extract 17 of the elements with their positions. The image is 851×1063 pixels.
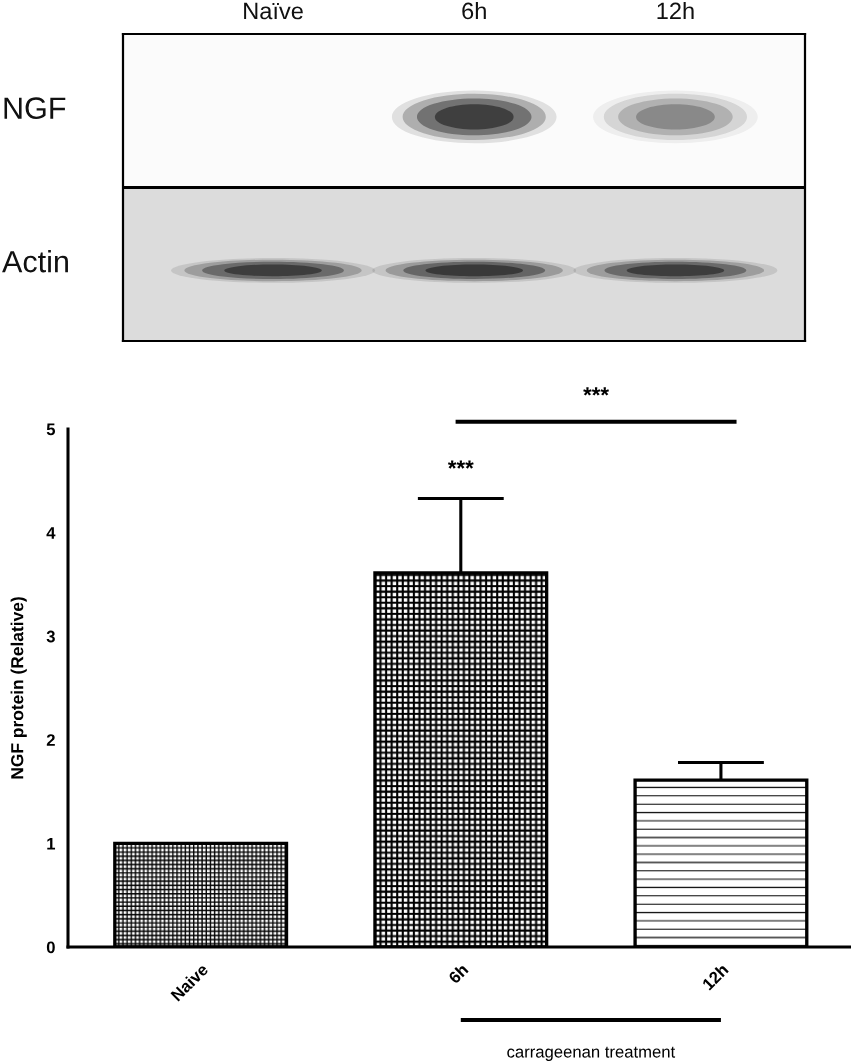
- category-label: 6h: [462, 2, 486, 20]
- category-label: NGF: [4, 97, 66, 119]
- x-tick-label: 12h: [701, 963, 729, 991]
- y-tick-label: 5: [46, 423, 56, 436]
- text: carrageenan treatment: [507, 1046, 676, 1061]
- category-label: Naïve: [244, 2, 303, 20]
- category-label: 12h: [657, 2, 694, 20]
- annotation: ***: [447, 460, 474, 469]
- x-tick-label: 6h: [447, 963, 469, 985]
- y-tick-label: 1: [47, 837, 56, 850]
- text: ***: [583, 387, 610, 396]
- category-label: Actin: [2, 250, 68, 273]
- y-tick-label: 4: [46, 527, 56, 539]
- y-axis-title: NGF protein (Relative): [10, 597, 27, 779]
- y-tick-label: 3: [46, 630, 55, 643]
- y-tick-label: 2: [46, 734, 55, 746]
- y-tick-label: 0: [46, 941, 55, 954]
